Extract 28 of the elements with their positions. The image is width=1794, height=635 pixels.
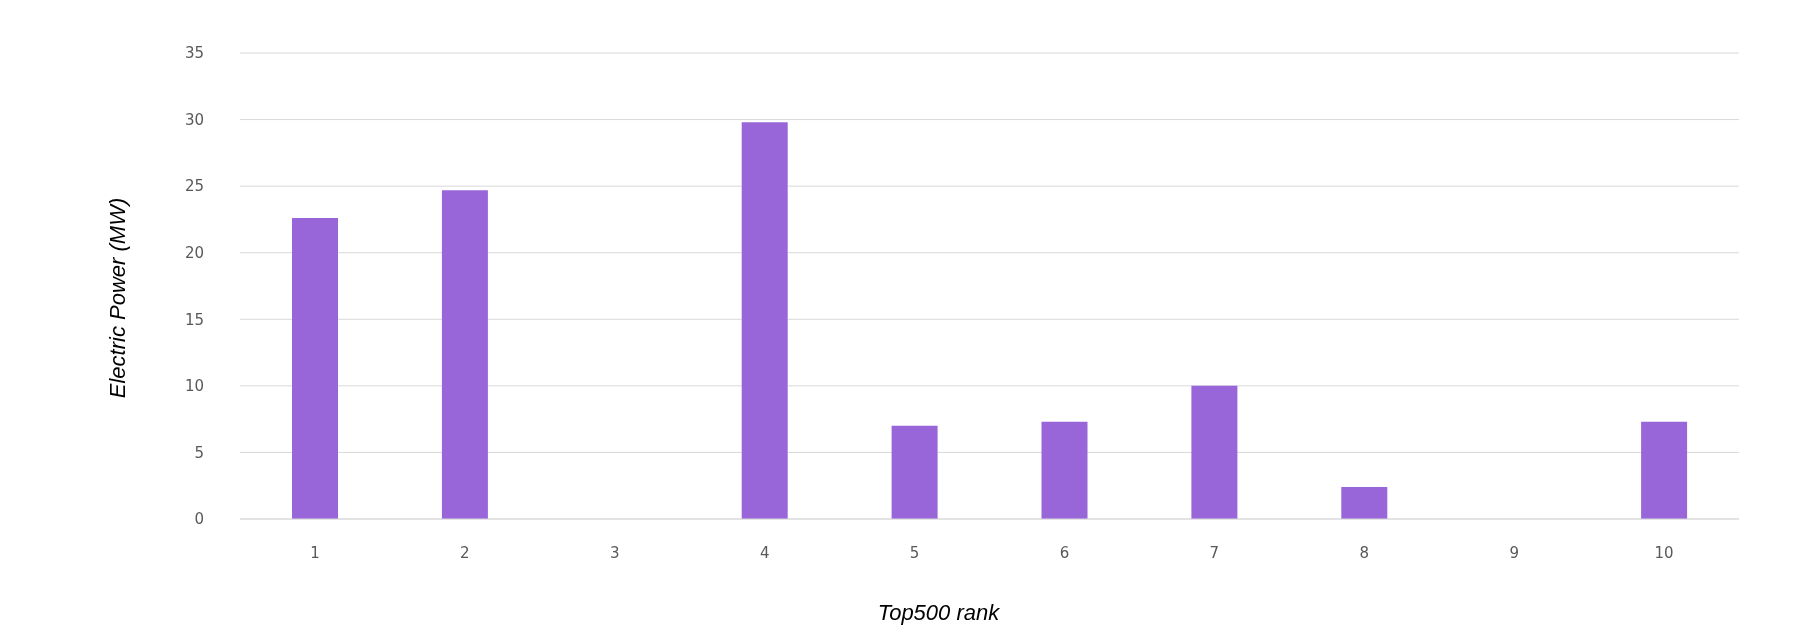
x-tick-label: 6 — [1059, 543, 1070, 562]
y-tick-label: 15 — [184, 310, 204, 329]
y-tick-label: 30 — [184, 110, 204, 129]
bar — [1041, 421, 1088, 519]
bar — [1191, 385, 1238, 519]
y-tick-label: 10 — [184, 377, 204, 396]
y-tick-label: 35 — [184, 44, 204, 63]
bar — [741, 122, 788, 519]
y-tick-label: 20 — [184, 244, 204, 263]
x-tick-label: 7 — [1209, 543, 1220, 562]
x-tick-label: 4 — [759, 543, 770, 562]
bar — [1641, 421, 1688, 519]
y-tick-label: 0 — [194, 510, 204, 529]
y-axis-title: Electric Power (MW) — [105, 197, 131, 399]
x-tick-label: 10 — [1654, 543, 1674, 562]
x-tick-label: 8 — [1359, 543, 1370, 562]
x-tick-label: 2 — [460, 543, 470, 562]
bar — [292, 218, 338, 519]
x-tick-label: 3 — [609, 543, 620, 562]
x-tick-label: 5 — [909, 543, 920, 562]
x-axis-title: Top500 rank — [876, 600, 1001, 626]
y-tick-label: 25 — [184, 177, 204, 196]
x-tick-label: 1 — [310, 543, 320, 562]
x-tick-label: 9 — [1509, 543, 1519, 562]
bar — [891, 425, 938, 519]
bar — [1341, 487, 1388, 519]
y-tick-label: 5 — [194, 443, 204, 462]
bar — [441, 190, 488, 519]
